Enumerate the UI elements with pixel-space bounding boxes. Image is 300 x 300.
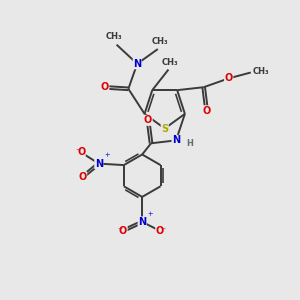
Text: ⁻: ⁻	[76, 147, 81, 158]
Text: H: H	[186, 139, 193, 148]
Text: O: O	[79, 172, 87, 182]
Text: O: O	[101, 82, 109, 92]
Text: O: O	[202, 106, 211, 116]
Text: N: N	[95, 159, 103, 169]
Text: +: +	[148, 211, 153, 217]
Text: O: O	[77, 147, 85, 158]
Text: ⁻: ⁻	[118, 226, 123, 236]
Text: CH₃: CH₃	[162, 58, 178, 67]
Text: N: N	[133, 59, 141, 69]
Text: S: S	[161, 124, 168, 134]
Text: CH₃: CH₃	[252, 67, 269, 76]
Text: O: O	[156, 226, 164, 236]
Text: CH₃: CH₃	[152, 37, 169, 46]
Text: N: N	[172, 135, 180, 146]
Text: O: O	[144, 115, 152, 125]
Text: O: O	[119, 226, 127, 236]
Text: ⁻: ⁻	[160, 226, 166, 236]
Text: CH₃: CH₃	[106, 32, 122, 41]
Text: +: +	[104, 152, 110, 158]
Text: N: N	[138, 217, 146, 227]
Text: O: O	[225, 74, 233, 83]
